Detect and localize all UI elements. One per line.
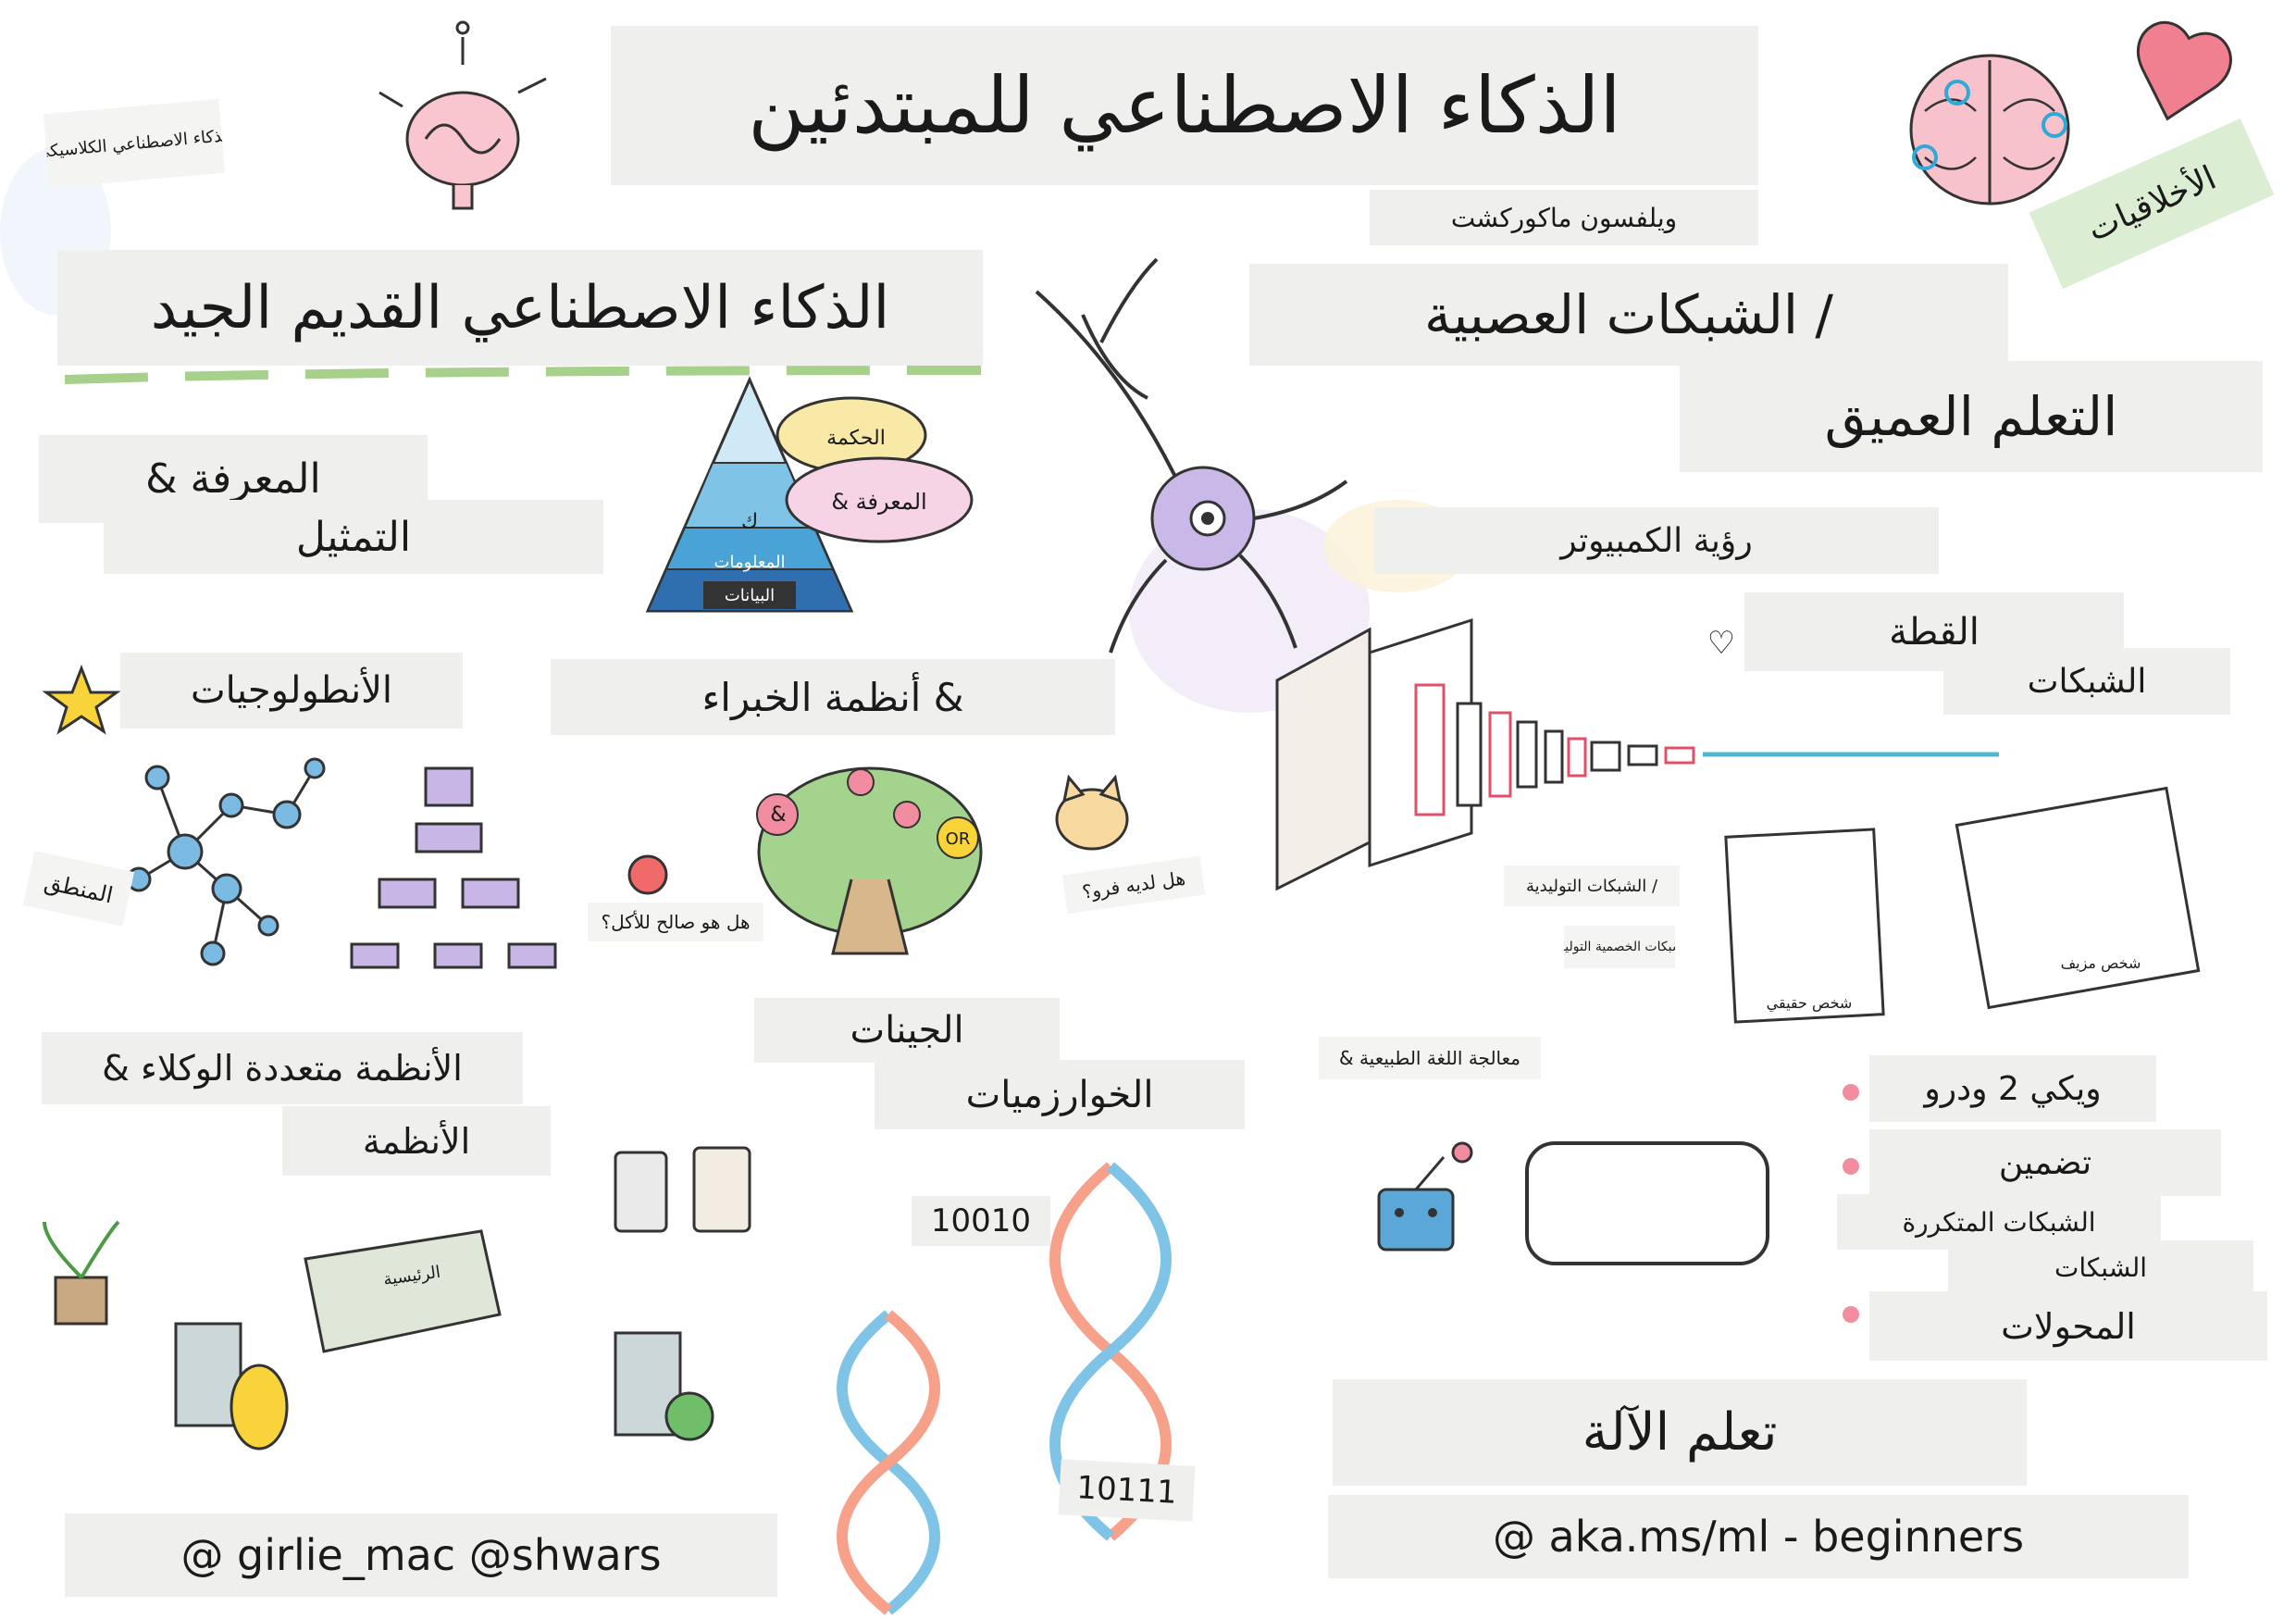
globe-icon [664, 1391, 714, 1441]
brain-icon [1909, 54, 2070, 205]
top-left-note: الذكاء الاصطناعي الكلاسيكي [43, 98, 226, 189]
bullet-embedding: تضمين [1869, 1129, 2221, 1196]
cnn-diagram [1275, 617, 1999, 891]
apple-icon [627, 854, 668, 895]
cat-icon [1055, 774, 1129, 851]
server-icon [304, 1229, 502, 1353]
pyramid-level-data: البيانات [703, 581, 796, 609]
knowledge-pyramid [645, 376, 854, 613]
pyramid-level-info: المعلومات [714, 552, 786, 572]
multi-agent-label: الأنظمة متعددة الوكلاء & [42, 1032, 523, 1104]
bullet-networks: الشبكات [1948, 1240, 2253, 1294]
neuron-icon [1035, 257, 1348, 654]
generative-nets: / الشبكات التوليدية [1504, 866, 1680, 906]
representation-label: التمثيل [104, 500, 603, 574]
computer-vision-label: رؤية الكمبيوتر [1374, 507, 1939, 574]
tree-icon [756, 766, 983, 955]
bits-label-1: 10010 [912, 1196, 1050, 1246]
hierarchy-chart [350, 766, 557, 969]
pyramid-bubble-knowledge: المعرفة & [831, 489, 927, 515]
robot-icon [1377, 1141, 1473, 1252]
database-icon [230, 1364, 289, 1451]
chat-bubble [1525, 1141, 1769, 1265]
ontologies-label: الأنطولوجيات [120, 653, 463, 729]
speech-bubble [785, 456, 974, 543]
bullet-word2vec: ويكي 2 ودرو [1869, 1055, 2156, 1122]
bullet-transformers: المحولات [1869, 1291, 2267, 1361]
bits-label-2: 10111 [1058, 1459, 1196, 1522]
subtitle-top: ويلفسون ماكوركشت [1370, 190, 1758, 245]
page-title: الذكاء الاصطناعي للمبتدئين [611, 26, 1758, 185]
deep-learning-label: التعلم العميق [1680, 361, 2263, 472]
credit-right[interactable]: @ aka.ms/ml - beginners [1328, 1495, 2189, 1578]
heart-small: ♡ [1706, 625, 1736, 662]
section-classic-ai: الذكاء الاصطناعي القديم الجيد [57, 250, 983, 366]
adversarial-nets: الشبكات الخصمية التوليدية [1564, 926, 1675, 968]
bullet-dot [1843, 1084, 1859, 1101]
calculator-icon [614, 1151, 668, 1233]
bullet-dot [1843, 1306, 1859, 1323]
multi-agent-label-2: الأنظمة [282, 1106, 551, 1176]
plant-icon [43, 1220, 120, 1326]
ml-next-label: تعلم الآلة [1333, 1379, 2027, 1486]
networks-label: الشبكات [1943, 648, 2230, 715]
pyramid-bubble-wisdom: الحكمة [826, 426, 886, 450]
tree-and-label: & [770, 803, 787, 827]
section-neural-nets: / الشبكات العصبية [1249, 264, 2008, 366]
credit-left[interactable]: @ girlie_mac @shwars [65, 1513, 777, 1597]
fake-person-caption: شخص مزيف [2060, 953, 2141, 972]
tree-or-label: OR [945, 828, 971, 849]
computer-icon [174, 1322, 242, 1427]
genetic-label: الجينات [754, 998, 1060, 1063]
brain-icon [379, 20, 547, 210]
apple-question: هل هو صالح للأكل؟ [588, 903, 763, 941]
bullet-dot [1843, 1158, 1859, 1175]
genetic-algos-label: الخوارزميات [875, 1060, 1245, 1129]
pyramid-level-k: ك [740, 509, 759, 533]
underline-stroke [64, 366, 982, 384]
calculator-icon [692, 1146, 751, 1233]
nlp-label: معالجة اللغة الطبيعية & [1319, 1037, 1541, 1079]
ontology-graph [126, 757, 326, 966]
photo-frame [1724, 828, 1885, 1024]
star-icon [42, 664, 121, 735]
experts-label: & أنظمة الخبراء [551, 659, 1115, 735]
real-person-caption: شخص حقيقي [1766, 993, 1853, 1012]
heart-icon [2136, 20, 2232, 121]
photo-frame [1955, 786, 2201, 1010]
